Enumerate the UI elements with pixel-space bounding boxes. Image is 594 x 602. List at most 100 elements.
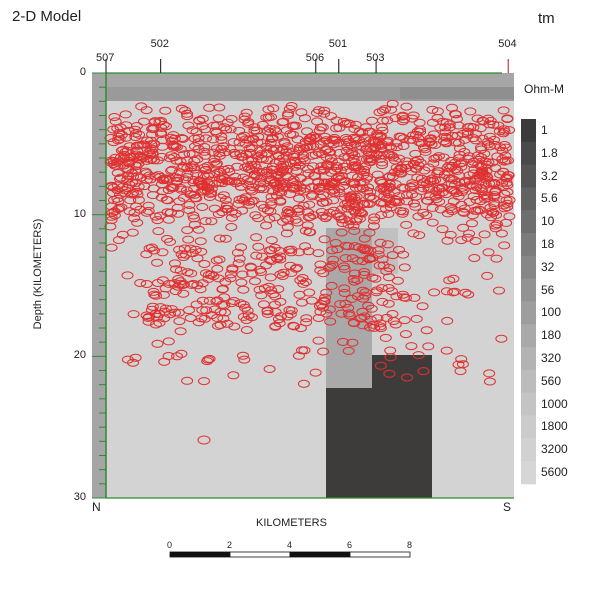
hypocenter: [405, 342, 418, 351]
hypocenter: [472, 205, 485, 214]
hypocenter: [347, 154, 360, 163]
hypocenter: [343, 311, 356, 320]
hypocenter: [255, 150, 268, 159]
hypocenter: [159, 284, 172, 293]
hypocenter: [397, 250, 410, 259]
hypocenter: [235, 278, 248, 287]
hypocenter: [216, 175, 228, 184]
hypocenter: [212, 321, 224, 330]
hypocenter: [309, 368, 322, 377]
hypocenter: [358, 165, 371, 174]
hypocenter: [501, 199, 514, 208]
hypocenter: [374, 154, 387, 163]
hypocenter: [191, 281, 204, 290]
hypocenter: [458, 135, 471, 144]
hypocenter: [410, 192, 423, 201]
hypocenter: [280, 151, 293, 160]
colorbar-label: 56: [541, 282, 555, 297]
hypocenter: [151, 339, 164, 348]
hypocenter: [376, 161, 388, 170]
hypocenter: [488, 178, 501, 187]
hypocenter: [149, 117, 162, 126]
hypocenter: [261, 166, 273, 175]
hypocenter: [165, 166, 178, 175]
hypocenter: [242, 197, 255, 206]
hypocenter: [239, 139, 252, 148]
hypocenter: [381, 116, 394, 125]
hypocenter: [234, 182, 247, 191]
hypocenter: [251, 151, 264, 160]
hypocenter: [199, 217, 212, 226]
hypocenter: [481, 210, 494, 219]
hypocenter: [131, 218, 144, 227]
hypocenter: [279, 171, 292, 180]
hypocenter: [278, 182, 291, 191]
right-shallow-block: [400, 87, 514, 99]
hypocenter: [107, 138, 120, 147]
hypocenter: [293, 248, 305, 257]
hypocenter: [239, 303, 251, 312]
hypocenter: [349, 140, 361, 148]
hypocenter: [143, 244, 156, 253]
hypocenter: [189, 245, 202, 254]
hypocenter: [159, 106, 172, 115]
hypocenter: [151, 258, 164, 267]
hypocenter: [107, 183, 120, 192]
hypocenter: [150, 291, 162, 300]
hypocenter: [478, 170, 491, 179]
hypocenter: [493, 286, 505, 295]
scale-segment: [169, 551, 231, 558]
hypocenter: [318, 106, 331, 115]
colorbar-label: 10: [541, 214, 555, 229]
hypocenter: [195, 314, 208, 323]
hypocenter: [358, 270, 371, 279]
hypocenter: [381, 240, 394, 249]
hypocenter: [277, 117, 290, 126]
hypocenter: [478, 194, 491, 203]
colorbar-swatch: [521, 278, 536, 302]
hypocenter: [374, 361, 387, 370]
hypocenter: [111, 158, 124, 167]
hypocenter: [217, 314, 230, 323]
hypocenter: [267, 290, 280, 299]
hypocenter: [374, 198, 387, 207]
hypocenter: [378, 192, 391, 201]
hypocenter: [325, 281, 338, 290]
hypocenter: [409, 149, 422, 158]
hypocenter: [328, 134, 341, 142]
hypocenter: [203, 296, 216, 305]
hypocenter: [258, 204, 270, 213]
hypocenter: [175, 104, 188, 113]
hypocenter: [250, 233, 263, 242]
hypocenter: [481, 140, 494, 149]
hypocenter: [346, 150, 359, 158]
hypocenter: [300, 318, 313, 327]
hypocenter: [209, 305, 221, 314]
hypocenter: [196, 306, 209, 315]
hypocenter: [114, 173, 127, 182]
hypocenter: [386, 151, 398, 160]
hypocenter: [501, 203, 514, 212]
hypocenter: [452, 192, 465, 201]
hypocenter: [274, 270, 287, 279]
hypocenter: [132, 196, 145, 204]
colorbar-label: 1000: [541, 396, 568, 411]
hypocenter: [335, 309, 348, 318]
hypocenter: [434, 176, 447, 185]
hypocenter: [441, 236, 454, 245]
hypocenter: [475, 185, 488, 194]
hypocenter: [274, 196, 287, 205]
hypocenter: [173, 317, 186, 326]
hypocenter: [107, 157, 120, 165]
hypocenter: [121, 271, 134, 280]
hypocenter: [239, 135, 252, 144]
hypocenter: [399, 330, 412, 339]
hypocenter: [467, 192, 480, 201]
hypocenter: [484, 203, 497, 212]
hypocenter: [235, 153, 248, 161]
hypocenter: [174, 185, 187, 194]
hypocenter: [467, 134, 480, 143]
hypocenter: [198, 147, 211, 156]
hypocenter: [298, 346, 311, 355]
hypocenter: [310, 134, 323, 143]
